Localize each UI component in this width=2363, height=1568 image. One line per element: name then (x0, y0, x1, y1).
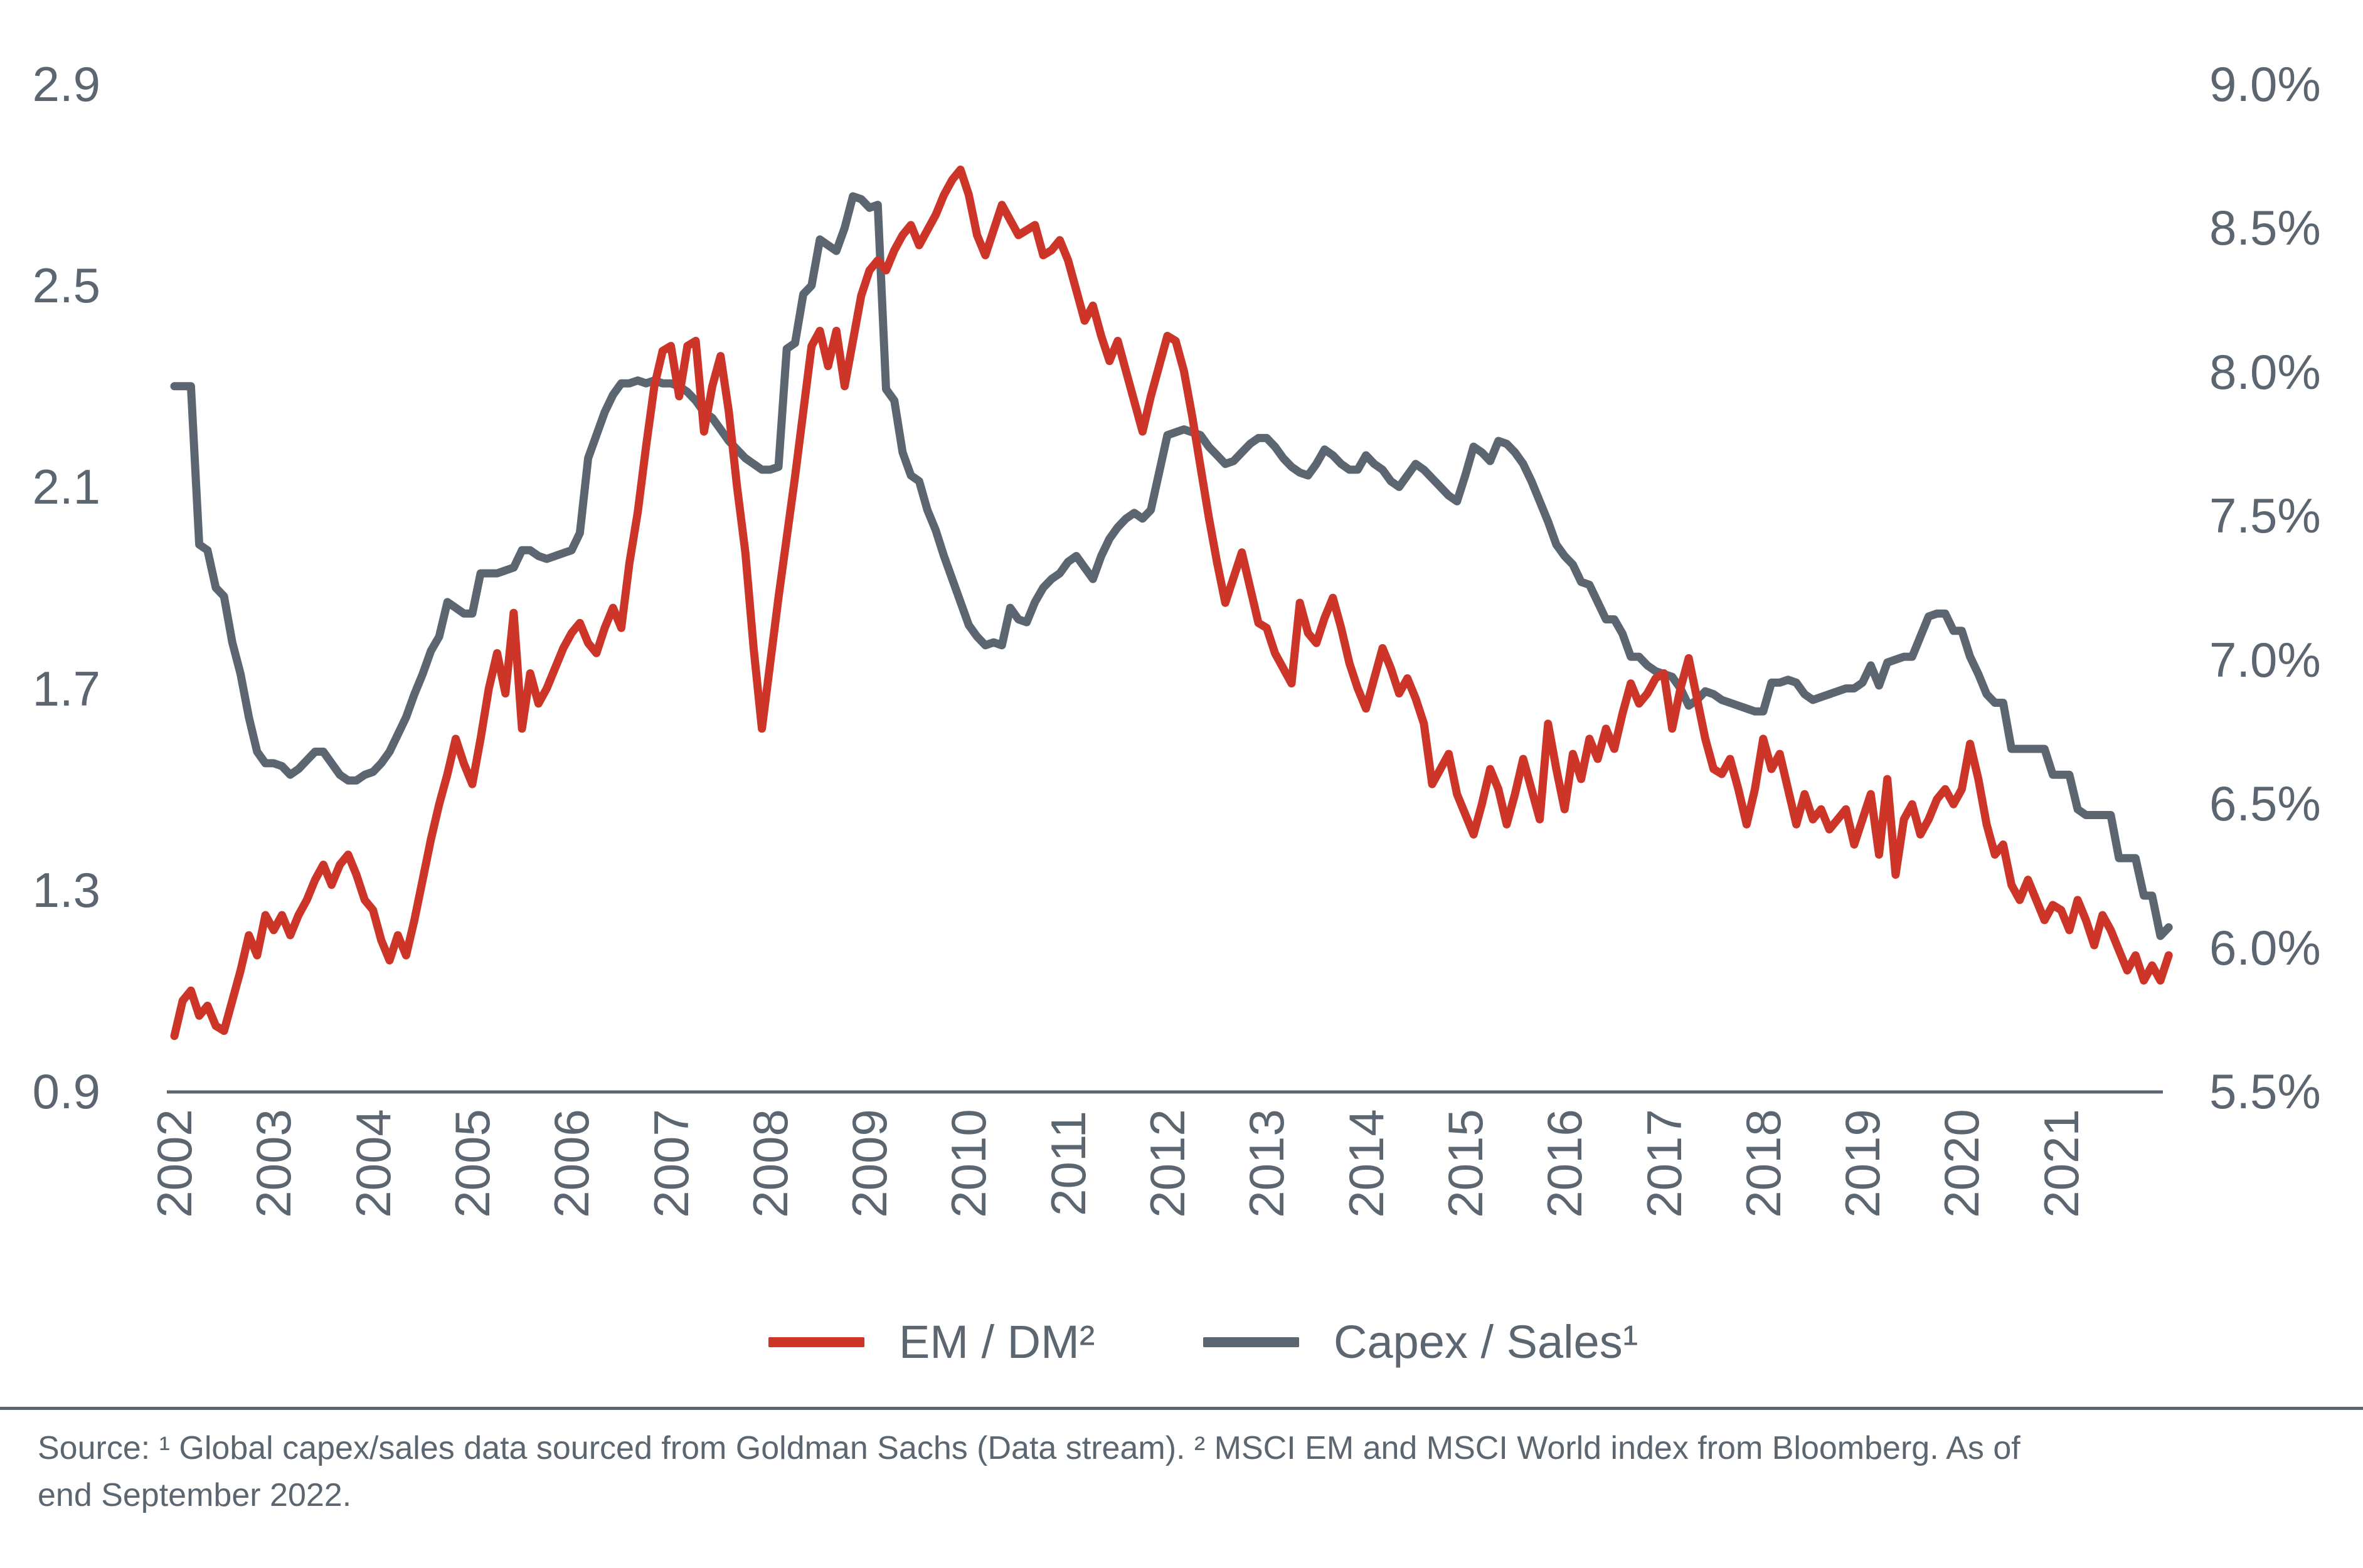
x-axis-tick-2017: 2017 (1637, 1109, 1692, 1218)
x-axis-tick-2005: 2005 (445, 1109, 500, 1218)
left-axis-tick-2.5: 2.5 (32, 258, 100, 313)
footer-divider (0, 1407, 2363, 1410)
x-axis-tick-2019: 2019 (1835, 1109, 1890, 1218)
x-axis-tick-2007: 2007 (644, 1109, 699, 1218)
left-axis-tick-1.3: 1.3 (32, 862, 100, 918)
x-axis-tick-2021: 2021 (2034, 1109, 2089, 1218)
capex-sales-legend-label: Capex / Sales¹ (1334, 1316, 1638, 1368)
left-axis-tick-0.9: 0.9 (32, 1064, 100, 1119)
right-axis-tick-8.0%: 8.0% (2209, 344, 2321, 400)
right-axis-tick-5.5%: 5.5% (2209, 1064, 2321, 1119)
x-axis-tick-2009: 2009 (842, 1109, 897, 1218)
right-axis-tick-7.0%: 7.0% (2209, 632, 2321, 687)
source-note: Source: ¹ Global capex/sales data source… (38, 1425, 2334, 1520)
x-axis-tick-2014: 2014 (1339, 1109, 1394, 1218)
em-dm-line-series (170, 166, 2173, 1041)
left-axis-tick-1.7: 1.7 (32, 661, 100, 716)
source-note-line-2: end September 2022. (38, 1477, 352, 1514)
right-axis-tick-9.0%: 9.0% (2209, 56, 2321, 112)
x-axis-tick-2018: 2018 (1736, 1109, 1791, 1218)
left-axis-tick-2.9: 2.9 (32, 56, 100, 112)
legend-item-em-dm: EM / DM² (768, 1317, 1095, 1367)
right-axis-tick-6.5%: 6.5% (2209, 776, 2321, 831)
left-axis-tick-2.1: 2.1 (32, 459, 100, 514)
x-axis-tick-2020: 2020 (1934, 1109, 1989, 1218)
x-axis-tick-2011: 2011 (1041, 1111, 1096, 1216)
x-axis-tick-2003: 2003 (246, 1109, 301, 1218)
x-axis-tick-2015: 2015 (1438, 1109, 1493, 1218)
em-dm-legend-label: EM / DM² (899, 1316, 1095, 1368)
x-axis-tick-2006: 2006 (544, 1109, 599, 1218)
source-note-line-1: Source: ¹ Global capex/sales data source… (38, 1430, 2020, 1466)
x-axis-tick-2016: 2016 (1537, 1109, 1592, 1218)
em-dm-legend-swatch (768, 1337, 864, 1347)
x-axis-tick-2010: 2010 (941, 1109, 996, 1218)
chart-legend: EM / DM² Capex / Sales¹ (0, 1305, 2363, 1380)
x-axis-tick-2002: 2002 (147, 1109, 202, 1218)
right-axis-tick-7.5%: 7.5% (2209, 488, 2321, 543)
capex-sales-legend-swatch (1203, 1337, 1299, 1347)
right-axis-tick-6.0%: 6.0% (2209, 920, 2321, 975)
x-axis-tick-2008: 2008 (743, 1109, 798, 1218)
x-axis-tick-2004: 2004 (346, 1109, 401, 1218)
capex-sales-line-series (170, 192, 2173, 940)
x-axis-tick-2012: 2012 (1140, 1109, 1195, 1218)
legend-item-capex-sales: Capex / Sales¹ (1203, 1317, 1638, 1367)
x-axis-tick-2013: 2013 (1239, 1109, 1294, 1218)
right-axis-tick-8.5%: 8.5% (2209, 200, 2321, 255)
